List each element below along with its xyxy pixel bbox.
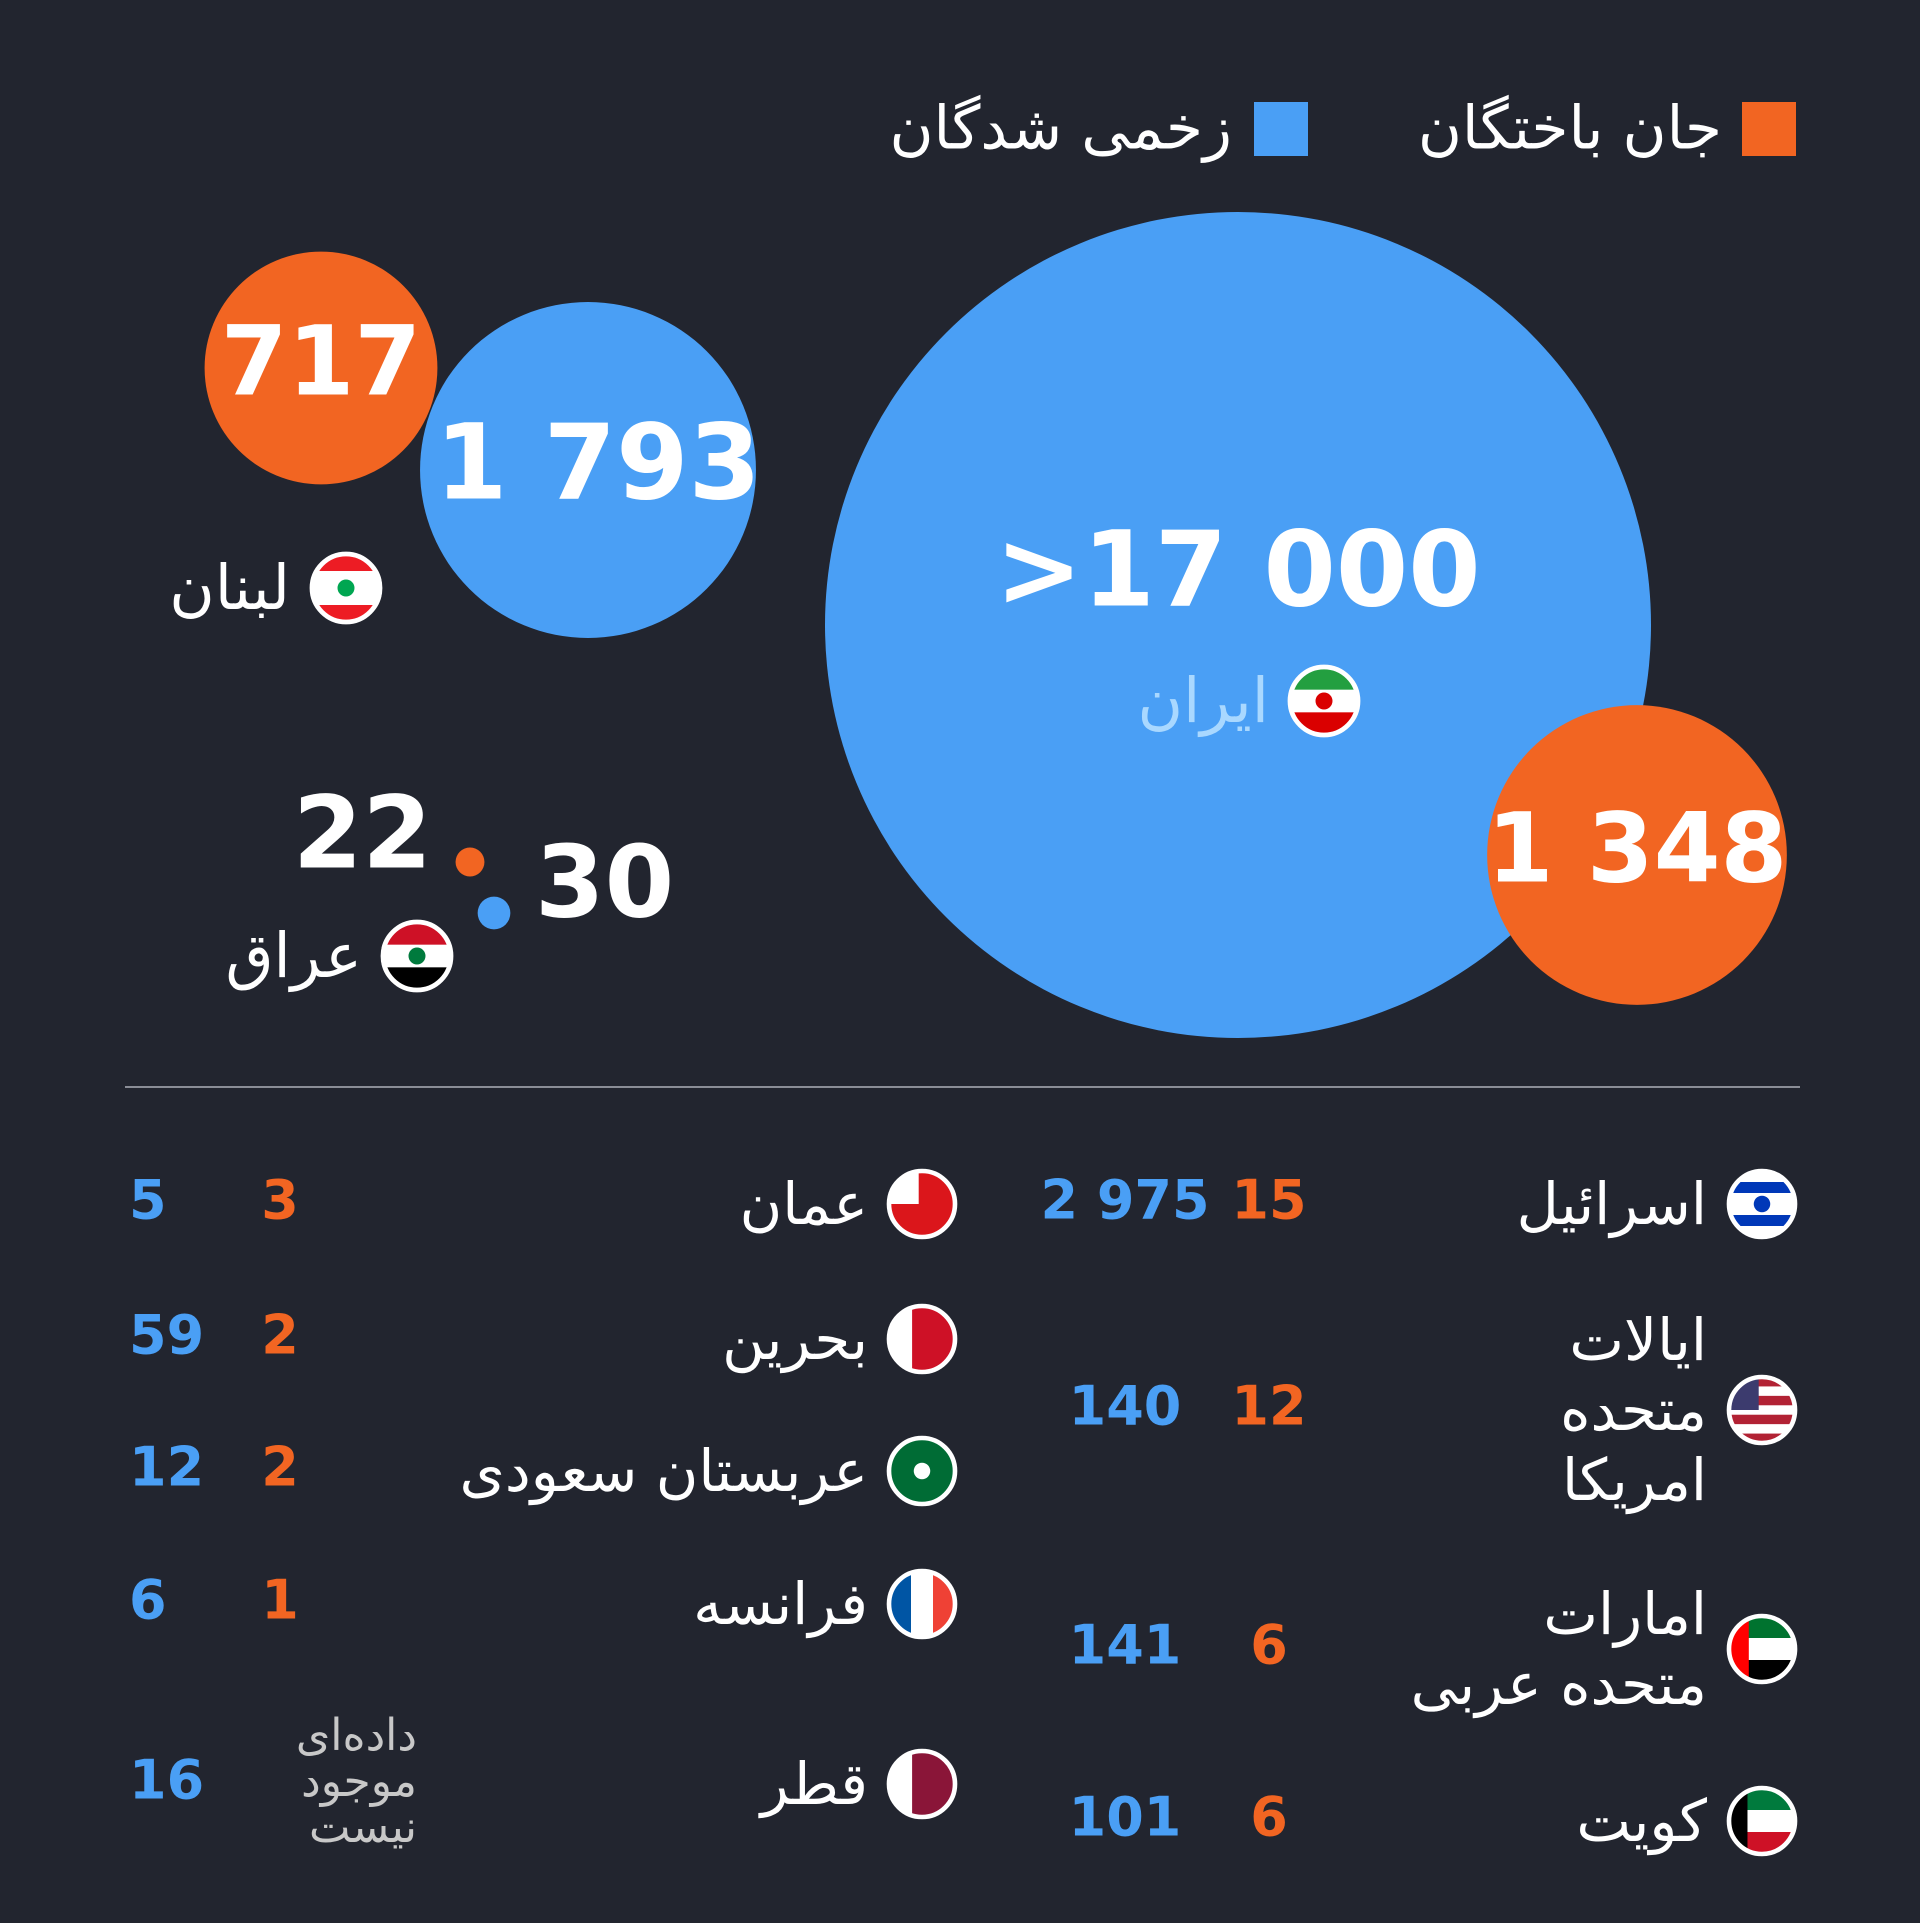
flag-ring: [1726, 1785, 1798, 1857]
flag-ring: [886, 1748, 958, 1820]
flag-ring: [1726, 1613, 1798, 1685]
flag-ring: [380, 919, 454, 993]
flag-ring: [309, 551, 383, 625]
flag-ring: [1287, 664, 1361, 738]
killed-value: 2: [261, 1304, 299, 1367]
flag-stripe: [1729, 1226, 1795, 1237]
killed-value: 3: [261, 1169, 299, 1232]
killed-value: 1 348: [1487, 792, 1788, 904]
injured-value: 12: [129, 1436, 204, 1499]
flag-stripe: [1729, 1424, 1795, 1435]
killed-value: 15: [1231, 1169, 1306, 1232]
injured-value: 101: [1069, 1786, 1182, 1849]
flag-stripe: [1729, 1377, 1795, 1388]
flag-ring: [886, 1168, 958, 1240]
injured-value: 140: [1069, 1375, 1182, 1438]
flag-ring: [886, 1303, 958, 1375]
country-name: ایالات: [1569, 1306, 1707, 1374]
injured-value: 16: [129, 1749, 204, 1812]
injured-value: 2 975: [1040, 1169, 1209, 1232]
injured-value: 6: [129, 1569, 167, 1632]
flag-stripe: [911, 1571, 934, 1637]
injured-value: 30: [535, 823, 674, 940]
country-name: بحرین: [722, 1305, 868, 1374]
killed-value: 2: [261, 1436, 299, 1499]
injured-bubble: [825, 212, 1651, 1038]
flag-stripe: [1729, 1414, 1795, 1426]
flag-emblem: [408, 947, 426, 965]
legend-label: زخمی شدگان: [889, 94, 1232, 164]
injured-bubble: [420, 302, 756, 638]
flag-ring: [1726, 1374, 1798, 1446]
flag-stripe: [1729, 1405, 1795, 1416]
flag-stripe: [1729, 1182, 1795, 1194]
flag-emblem: [913, 1462, 931, 1480]
country-name: متحده: [1560, 1376, 1707, 1444]
country-name: عراق: [225, 919, 362, 992]
no-data-note: موجود: [301, 1756, 417, 1807]
country-name: قطر: [758, 1750, 868, 1819]
flag-stripe: [1729, 1433, 1795, 1443]
killed-value: 12: [1231, 1375, 1306, 1438]
killed-bubble: [1487, 705, 1787, 1005]
flag-stripe: [1729, 1395, 1795, 1407]
no-data-note: نیست: [309, 1802, 417, 1853]
country-name: لبنان: [169, 551, 290, 624]
country-name: اسرائیل: [1517, 1170, 1707, 1239]
country-name: فرانسه: [693, 1570, 868, 1639]
flag-ring: [886, 1568, 958, 1640]
injured-value: >17 000: [995, 508, 1480, 630]
country-name: کویت: [1576, 1787, 1707, 1856]
legend-swatch: [1742, 102, 1796, 156]
country-name: عربستان سعودی: [460, 1437, 868, 1506]
killed-bubble: [204, 251, 438, 485]
legend-label: جان باختگان: [1418, 94, 1722, 164]
injured-bubble: [477, 896, 511, 930]
flag-emblem: [1315, 692, 1333, 710]
legend-swatch: [1254, 102, 1308, 156]
country-name: امریکا: [1562, 1446, 1707, 1515]
injured-value: 59: [129, 1304, 204, 1367]
flag-emblem: [337, 579, 355, 597]
country-name: متحده عربی: [1411, 1650, 1707, 1719]
killed-value: 22: [293, 774, 432, 891]
flag-icon: [1729, 1171, 1795, 1237]
killed-value: 717: [221, 305, 421, 417]
flag-stripe: [1729, 1386, 1795, 1397]
killed-value: 6: [1250, 1786, 1288, 1849]
country-name: ایران: [1138, 664, 1269, 737]
injured-value: 5: [129, 1169, 167, 1232]
flag-emblem: [1753, 1195, 1771, 1213]
injured-value: 1 793: [435, 401, 761, 523]
flag-stripe: [312, 588, 380, 606]
killed-value: 1: [261, 1569, 299, 1632]
flag-ring: [1726, 1168, 1798, 1240]
killed-value: 6: [1250, 1614, 1288, 1677]
no-data-note: داده‌ای: [296, 1710, 417, 1761]
killed-bubble: [455, 847, 485, 877]
flag-stripe: [1729, 1215, 1795, 1227]
country-name: امارات: [1543, 1580, 1707, 1648]
injured-value: 141: [1069, 1614, 1182, 1677]
flag-ring: [886, 1435, 958, 1507]
country-name: عمان: [740, 1170, 868, 1238]
